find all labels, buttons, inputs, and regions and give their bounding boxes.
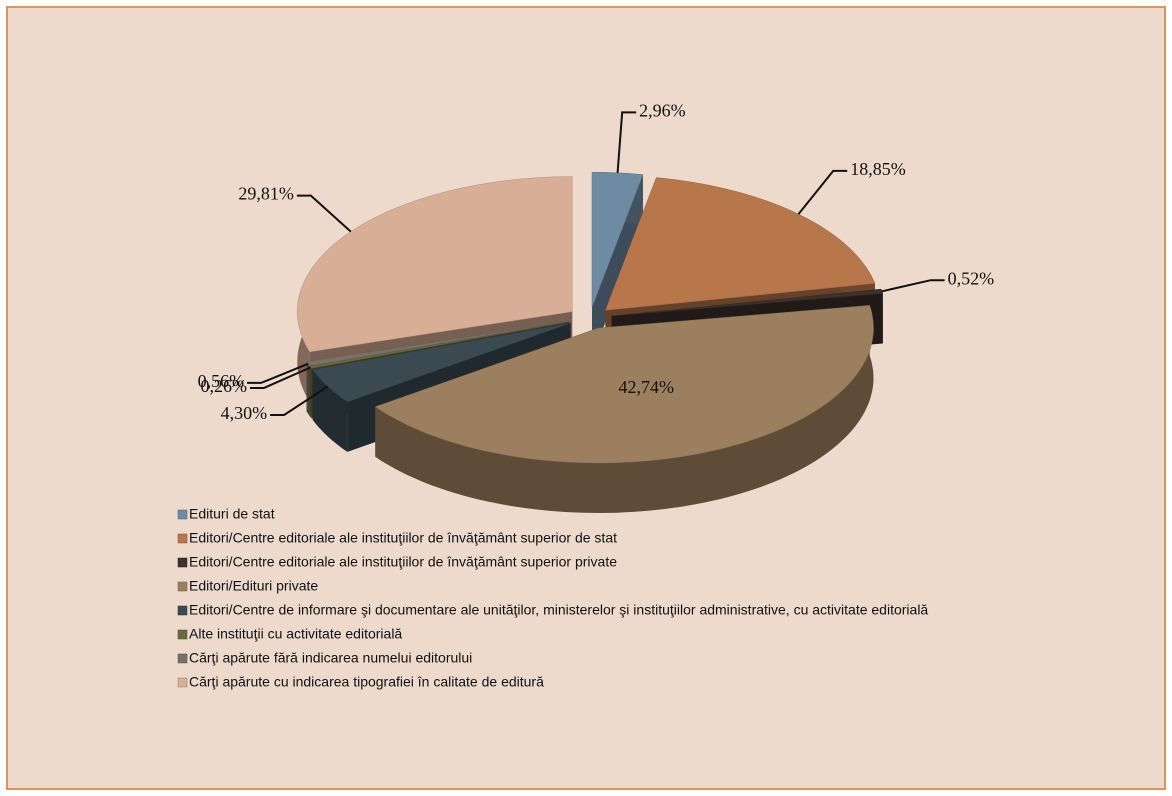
pie-slice	[374, 305, 874, 464]
pie-slice	[297, 176, 573, 353]
data-label: 29,81%	[238, 184, 294, 204]
leader-line	[797, 169, 848, 215]
data-label: 18,85%	[850, 159, 906, 179]
legend-label: Cărţi apărute cu indicarea tipografiei î…	[189, 674, 544, 690]
legend-label: Editori/Centre editoriale ale instituţii…	[189, 530, 617, 546]
data-label: 2,96%	[639, 100, 686, 120]
legend-swatch	[177, 605, 188, 616]
legend-swatch	[177, 509, 188, 520]
legend-swatch	[177, 533, 188, 544]
legend-swatch	[177, 653, 188, 664]
legend-label: Cărţi apărute fără indicarea numelui edi…	[189, 650, 472, 666]
data-label: 0,26%	[200, 376, 247, 396]
legend-swatch	[177, 581, 188, 592]
slice-wall	[375, 305, 874, 513]
leader-line	[881, 279, 945, 293]
leader-line	[296, 194, 352, 233]
slice-wall	[309, 366, 312, 419]
leader-line	[249, 366, 311, 389]
data-label: 4,30%	[221, 403, 268, 423]
leader-line	[247, 362, 309, 384]
data-label: 0,52%	[948, 268, 995, 288]
slice-wall	[881, 289, 883, 344]
pie-slice	[309, 321, 570, 369]
slice	[591, 171, 644, 358]
legend-swatch	[177, 629, 188, 640]
pie-slice	[306, 321, 570, 367]
legend-label: Editori/Centre editoriale ale instituţii…	[189, 554, 617, 570]
slice	[374, 305, 874, 513]
legend-label: Edituri de stat	[189, 506, 275, 522]
data-label: 0,56%	[198, 371, 245, 391]
pie-slice	[605, 177, 876, 311]
leader-line	[270, 385, 329, 416]
legend-label: Alte instituţii cu activitate editorială	[189, 626, 402, 642]
data-label: 42,74%	[618, 377, 674, 397]
legend-label: Editori/Centre de informare şi documenta…	[189, 602, 928, 618]
leader-line	[616, 111, 637, 173]
pie-slice	[591, 171, 644, 308]
legend-swatch	[177, 677, 188, 688]
slice-side	[312, 323, 571, 420]
slice-wall	[306, 361, 310, 417]
legend-swatch	[177, 557, 188, 568]
legend-label: Editori/Edituri private	[189, 578, 318, 594]
